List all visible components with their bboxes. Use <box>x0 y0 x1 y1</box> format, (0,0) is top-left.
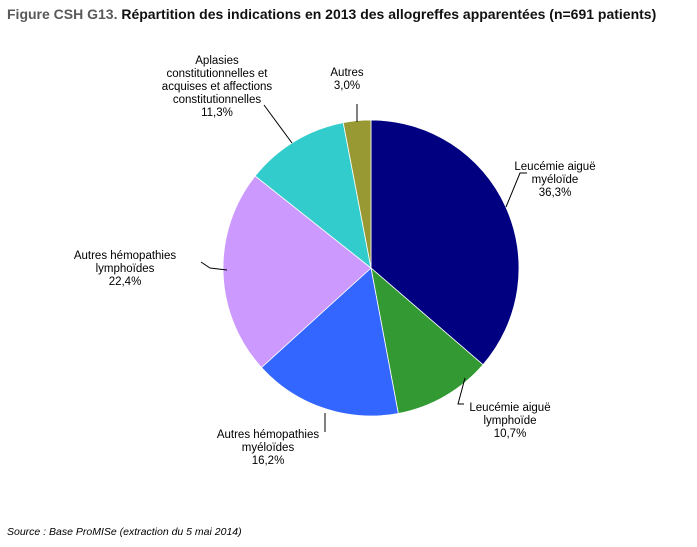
pie-slice <box>370 119 520 366</box>
pie-slice <box>370 266 484 414</box>
slice-label-line: lymphoïdes <box>96 263 155 275</box>
slice-label-line: constitutionnelles et <box>166 68 268 80</box>
slice-label-line: acquises et affections <box>162 81 273 93</box>
slice-label-line: Autres hémopathies <box>217 429 320 441</box>
pie-slices <box>222 119 520 417</box>
leader-line <box>457 377 466 405</box>
slice-label-line: myéloïde <box>532 174 579 186</box>
slice-label-line: lymphoïde <box>483 415 536 427</box>
slice-value: 3,0% <box>334 80 360 92</box>
slice-label-line: myéloïdes <box>242 442 295 454</box>
slice-label: Autres hémopathies myéloïdes 16,2% <box>217 429 320 467</box>
figure-number: Figure CSH G13. <box>7 6 118 22</box>
leader-line <box>200 261 228 271</box>
slice-value: 10,7% <box>494 428 527 440</box>
slice-label-line: Leucémie aiguë <box>514 161 595 173</box>
slice-label: Leucémie aiguë myéloïde 36,3% <box>514 161 595 199</box>
leader-line <box>505 172 527 208</box>
slice-label-line: constitutionnelles <box>173 94 261 106</box>
source-note: Source : Base ProMISe (extraction du 5 m… <box>7 526 242 538</box>
pie-slice <box>260 267 399 417</box>
chart-title: Figure CSH G13. Répartition des indicati… <box>7 6 656 22</box>
slice-label: Leucémie aiguë lymphoïde 10,7% <box>469 402 550 440</box>
slice-value: 36,3% <box>539 187 572 199</box>
slice-label: Autres 3,0% <box>330 67 363 92</box>
slice-labels: Leucémie aiguë myéloïde 36,3%Leucémie aigu… <box>74 55 596 467</box>
chart-title-text: Répartition des indications en 2013 des … <box>121 6 657 22</box>
slice-value: 22,4% <box>109 276 142 288</box>
pie-slice <box>222 175 372 369</box>
slice-value: 11,3% <box>201 107 233 119</box>
slice-label-line: Leucémie aiguë <box>469 402 550 414</box>
slice-value: 16,2% <box>252 455 285 467</box>
leader-line <box>263 104 293 144</box>
pie-slice <box>254 122 372 269</box>
slice-label: Autres hémopathies lymphoïdes 22,4% <box>74 250 177 288</box>
slice-label-line: Aplasies <box>195 55 239 67</box>
slice-label-line: Autres <box>330 67 363 79</box>
slice-label-line: Autres hémopathies <box>74 250 177 262</box>
slice-label: Aplasies constitutionnelles et acquises et… <box>162 55 273 119</box>
leader-lines <box>200 104 527 432</box>
